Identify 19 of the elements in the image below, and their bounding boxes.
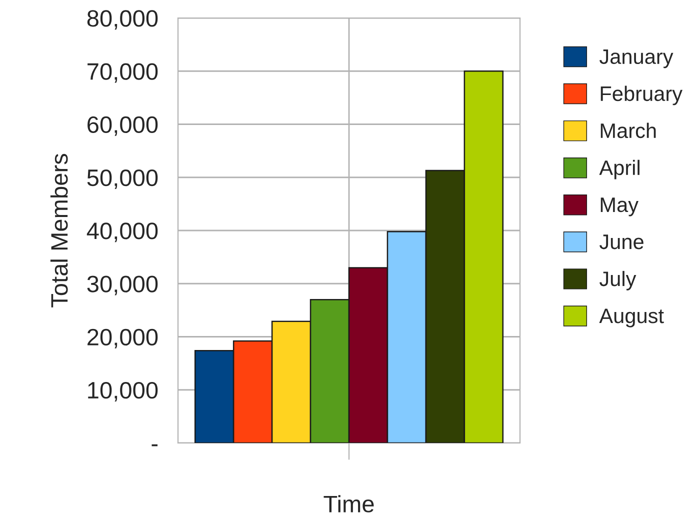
y-tick-label: 40,000 — [86, 222, 158, 242]
y-axis-title: Total Members — [50, 154, 68, 308]
y-tick-label: 10,000 — [88, 382, 158, 402]
y-tick-label: 50,000 — [87, 169, 158, 189]
legend-label: June — [599, 234, 644, 250]
y-tick-label: 80,000 — [87, 10, 158, 30]
legend-label: May — [600, 198, 638, 216]
legend-label: February — [600, 86, 682, 106]
y-tick-label: 70,000 — [88, 63, 158, 83]
y-tick-label: 60,000 — [88, 116, 158, 136]
legend-label: March — [600, 122, 656, 138]
legend-label: April — [599, 160, 640, 180]
x-axis-title: Time — [324, 495, 374, 512]
legend-label: January — [599, 50, 674, 68]
legend-label: August — [599, 308, 664, 328]
y-tick-label: - — [152, 444, 158, 446]
legend-label: July — [599, 270, 636, 290]
y-tick-label: 30,000 — [87, 276, 158, 296]
y-tick-label: 20,000 — [88, 328, 158, 348]
